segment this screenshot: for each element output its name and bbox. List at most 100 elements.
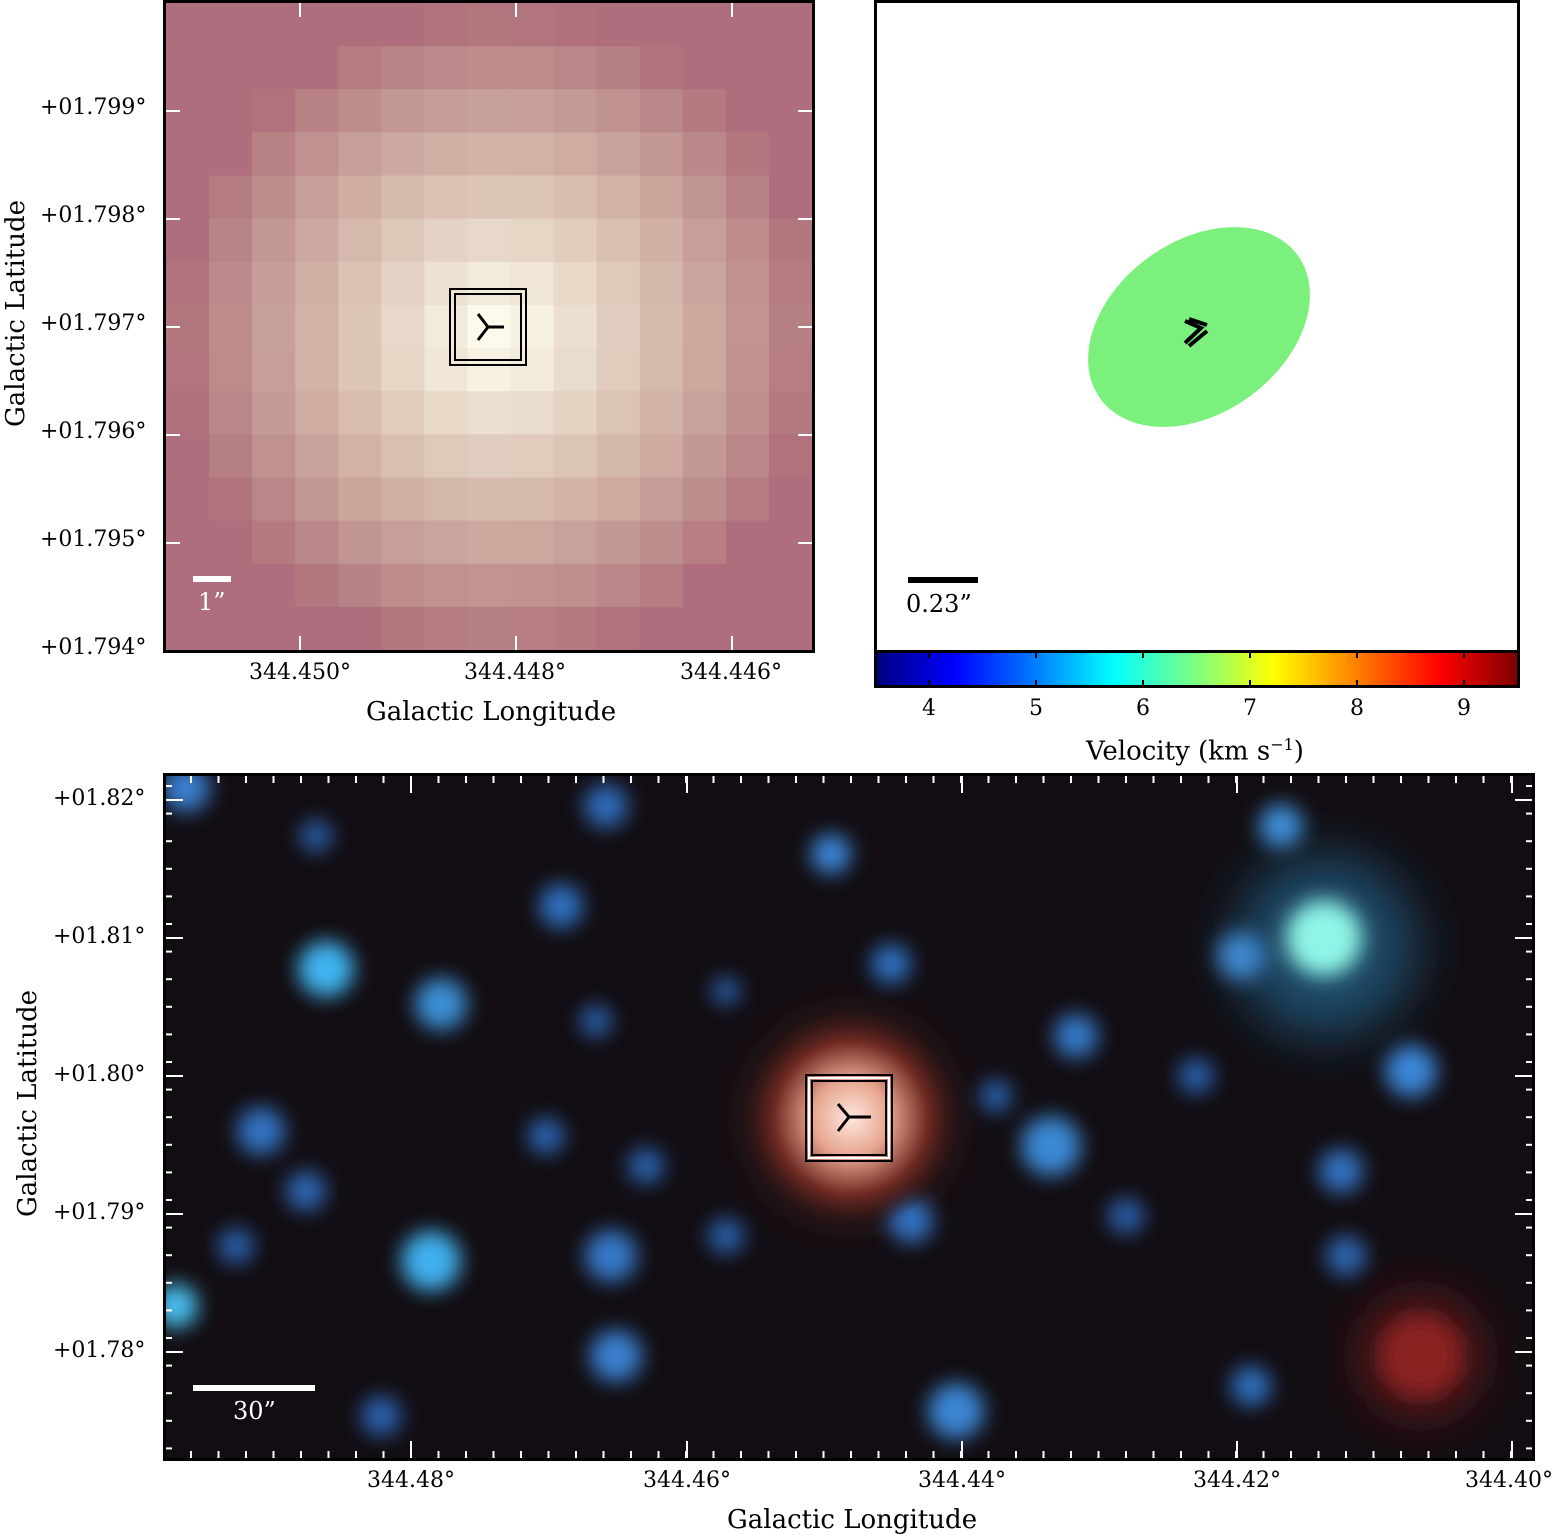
image-pixel [596,606,641,650]
image-pixel [252,132,296,177]
image-pixel [295,89,339,133]
image-pixel [381,46,425,90]
star [1021,1116,1081,1176]
image-pixel [639,606,684,650]
image-pixel [381,218,425,263]
star [1286,900,1362,976]
star [237,1107,285,1155]
image-pixel [467,46,512,90]
image-pixel [209,3,253,47]
x-tick-label: 344.446° [680,660,782,685]
image-pixel [467,89,512,133]
image-pixel [725,391,770,435]
y-axis-title: Galactic Latitude [1,200,31,427]
scale-bar [908,577,978,583]
y-tick-label: +01.81° [53,924,146,949]
y-tick-label: +01.796° [40,419,147,444]
image-pixel [381,606,425,650]
image-pixel [553,218,598,263]
image-pixel [553,175,598,220]
image-pixel [768,348,812,392]
image-pixel [596,89,641,133]
image-pixel [252,46,296,90]
image-pixel [295,606,339,650]
image-pixel [596,218,641,263]
image-pixel [295,348,339,392]
image-pixel [338,434,382,479]
star [286,1171,326,1211]
image-pixel [252,520,296,565]
colorbar-tick-label: 8 [1350,696,1364,721]
image-pixel [725,46,770,90]
x-tick-label: 344.448° [464,660,566,685]
image-pixel [381,304,425,349]
image-pixel [252,175,296,220]
image-pixel [166,175,210,220]
image-pixel [381,89,425,133]
image-pixel [209,563,253,608]
image-pixel [553,348,598,392]
scale-bar [193,1385,315,1391]
marker-icon [449,288,527,366]
image-pixel [553,89,598,133]
image-pixel [682,132,727,177]
image-pixel [295,132,339,177]
image-pixel [252,606,296,650]
y-tick-label: +01.82° [53,786,146,811]
x-tick-label: 344.42° [1193,1468,1281,1493]
colorbar-ticks [928,650,1465,688]
star [1231,1366,1271,1406]
image-pixel [725,132,770,177]
image-pixel [596,563,641,608]
image-pixel [209,175,253,220]
image-pixel [510,563,555,608]
star [1385,1045,1437,1097]
image-pixel [295,391,339,435]
x-tick-label: 344.450° [249,660,351,685]
star [1108,1198,1144,1234]
image-pixel [510,3,555,47]
image-pixel [725,175,770,220]
image-pixel [682,348,727,392]
image-pixel [467,520,512,565]
image-pixel [209,477,253,522]
image-pixel [166,477,210,522]
image-pixel [510,606,555,650]
image-pixel [510,391,555,435]
image-pixel [553,520,598,565]
image-pixel [338,563,382,608]
image-pixel [424,261,469,306]
image-pixel [295,477,339,522]
image-pixel [424,391,469,435]
star [980,1080,1012,1112]
star [1319,1149,1363,1193]
image-pixel [510,304,555,349]
image-pixel [725,348,770,392]
y-axis-title: Galactic Latitude [13,990,43,1217]
image-pixel [209,348,253,392]
image-pixel [596,3,641,47]
image-pixel [682,520,727,565]
image-pixel [252,434,296,479]
x-axis-title: Galactic Longitude [727,1505,978,1535]
y-tick-label: +01.799° [40,95,147,120]
image-pixel [381,3,425,47]
image-pixel [295,434,339,479]
image-pixel [467,132,512,177]
image-pixel [381,563,425,608]
image-pixel [725,3,770,47]
image-pixel [510,520,555,565]
image-pixel [467,261,512,306]
image-pixel [682,606,727,650]
image-pixel [424,3,469,47]
star [218,1228,254,1264]
image-pixel [424,606,469,650]
image-pixel [768,3,812,47]
scale-bar-label: 1” [198,588,226,616]
image-pixel [682,563,727,608]
image-pixel [209,132,253,177]
image-pixel [682,261,727,306]
image-pixel [467,3,512,47]
image-pixel [510,218,555,263]
image-pixel [381,175,425,220]
